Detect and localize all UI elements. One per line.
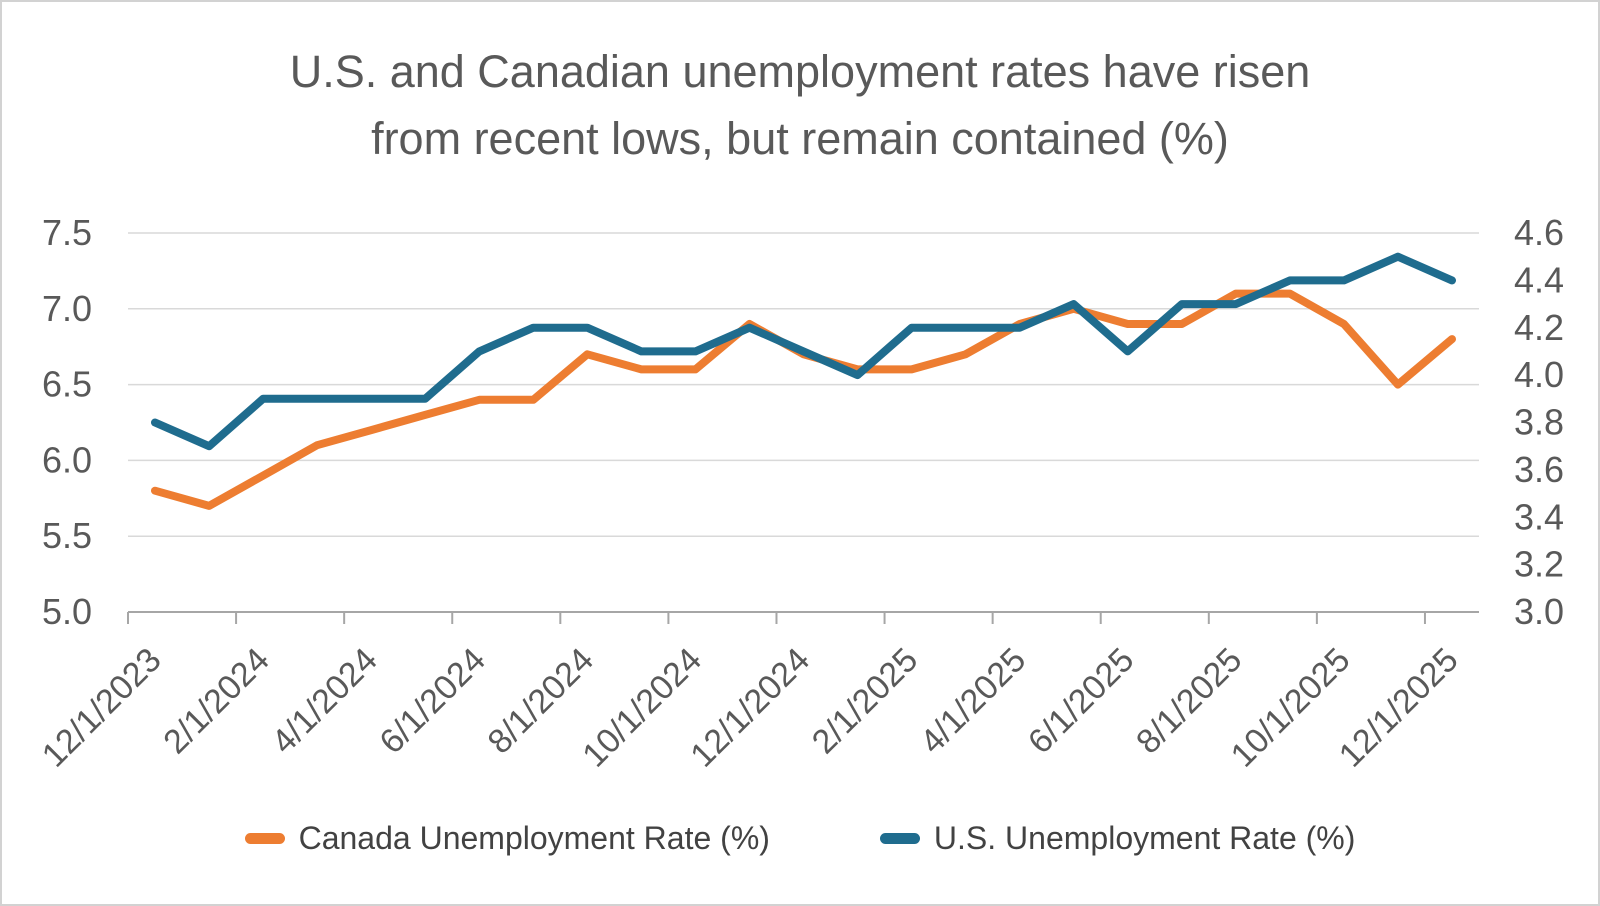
right-axis-tick-label: 4.0 — [1514, 354, 1564, 395]
x-axis-date-label: 6/1/2025 — [1021, 641, 1141, 761]
x-axis-date-label: 2/1/2025 — [805, 641, 925, 761]
x-axis-date-label: 2/1/2024 — [156, 641, 276, 761]
us-unemployment-line — [151, 252, 1456, 451]
x-axis-date-label: 12/1/2024 — [683, 641, 817, 775]
x-axis-date-label: 12/1/2023 — [35, 641, 169, 775]
x-axis-date-label: 12/1/2025 — [1332, 641, 1466, 775]
right-axis-tick-label: 3.2 — [1514, 544, 1564, 585]
x-axis-date-label: 4/1/2024 — [264, 641, 384, 761]
right-axis-tick-label: 3.4 — [1514, 496, 1564, 537]
x-axis-date-label: 4/1/2025 — [913, 641, 1033, 761]
right-axis-tick-label: 3.8 — [1514, 402, 1564, 443]
right-axis-tick-label: 4.4 — [1514, 259, 1564, 300]
x-axis-date-label: 6/1/2024 — [372, 641, 492, 761]
us-line-swatch — [879, 833, 920, 844]
left-axis-tick-label: 6.0 — [42, 439, 92, 480]
right-axis-tick-label: 4.6 — [1514, 212, 1564, 253]
right-axis-tick-label: 4.2 — [1514, 307, 1564, 348]
left-axis-tick-label: 6.5 — [42, 364, 92, 405]
chart-title: U.S. and Canadian unemployment rates hav… — [2, 38, 1598, 172]
chart-legend: Canada Unemployment Rate (%) U.S. Unempl… — [2, 820, 1598, 857]
right-axis-tick-label: 3.0 — [1514, 591, 1564, 632]
chart-title-line2: from recent lows, but remain contained (… — [371, 113, 1229, 164]
chart-title-line1: U.S. and Canadian unemployment rates hav… — [289, 46, 1311, 97]
legend-item-canada: Canada Unemployment Rate (%) — [244, 820, 770, 857]
left-axis-tick-label: 7.5 — [42, 212, 92, 253]
canada-line-swatch — [244, 833, 285, 844]
legend-item-us: U.S. Unemployment Rate (%) — [879, 820, 1356, 857]
legend-label-us: U.S. Unemployment Rate (%) — [933, 820, 1356, 856]
legend-label-canada: Canada Unemployment Rate (%) — [298, 820, 770, 856]
right-axis-tick-label: 3.6 — [1514, 449, 1564, 490]
left-axis-tick-label: 5.5 — [42, 515, 92, 556]
left-axis-tick-label: 5.0 — [42, 591, 92, 632]
left-axis-tick-label: 7.0 — [42, 288, 92, 329]
